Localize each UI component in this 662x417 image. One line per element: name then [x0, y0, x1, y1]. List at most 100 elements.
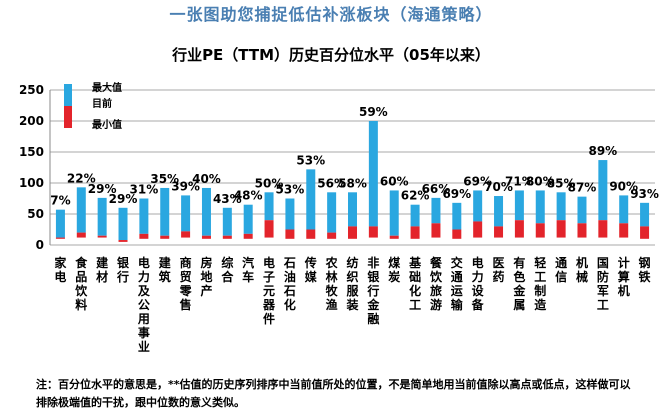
category-label: 钢铁: [639, 255, 651, 284]
bar-range: [619, 195, 629, 224]
bar-min: [327, 232, 337, 239]
category-label: 建筑: [158, 255, 172, 284]
category-label: 电子元器件: [262, 255, 276, 326]
percentile-label: 53%: [276, 183, 305, 197]
bar-range: [243, 204, 253, 234]
legend-swatch-range: [64, 84, 72, 106]
bar-min: [243, 233, 253, 239]
bar-min: [535, 223, 545, 238]
percentile-label: 85%: [547, 176, 576, 190]
percentile-label: 39%: [171, 179, 200, 193]
category-label: 房地产: [200, 255, 212, 298]
bar-min: [368, 226, 378, 238]
bar-range: [306, 169, 316, 230]
y-tick-label: 0: [36, 238, 44, 252]
legend-current: 目前: [92, 97, 112, 110]
bar-min: [473, 221, 483, 238]
percentile-label: 71%: [505, 174, 534, 188]
percentile-label: 69%: [442, 187, 471, 201]
footnote: 注：百分位水平的意思是，**估值的历史序列排序中当前值所处的位置，不是简单地用当…: [36, 378, 631, 409]
percentile-label: 89%: [588, 144, 617, 158]
y-tick-label: 250: [19, 83, 44, 97]
bar-min: [306, 229, 316, 239]
category-label: 有色金属: [512, 255, 526, 312]
bar-min: [160, 235, 170, 239]
bar-range: [118, 207, 128, 241]
category-label: 商贸零售: [179, 255, 193, 312]
bar-range: [368, 121, 378, 227]
category-label: 非银行金融: [366, 255, 380, 326]
bar-min: [577, 223, 587, 238]
category-label: 汽车: [242, 255, 254, 284]
y-tick-label: 50: [27, 207, 44, 221]
percentile-label: 59%: [359, 105, 388, 119]
percentile-label: 58%: [338, 176, 367, 190]
percentile-labels: 7%22%29%29%31%35%39%40%43%48%50%53%53%56…: [50, 105, 659, 208]
percentile-label: 70%: [484, 180, 513, 194]
bar-range: [327, 192, 337, 233]
category-label: 基础化工: [408, 255, 422, 312]
bar-min: [410, 226, 420, 239]
percentile-label: 22%: [67, 171, 96, 185]
bar-range: [514, 190, 524, 221]
percentile-label: 48%: [234, 189, 263, 203]
bar-min: [452, 229, 462, 239]
bar-min: [619, 223, 629, 238]
percentile-label: 53%: [296, 153, 325, 167]
bar-min: [55, 237, 65, 239]
category-label: 电力设备: [471, 255, 485, 312]
bar-min: [389, 235, 399, 239]
percentile-label: 43%: [213, 192, 242, 206]
bar-range: [201, 187, 211, 236]
bar-range: [160, 187, 170, 236]
category-label: 电力及公用事业: [137, 255, 151, 354]
category-labels: 家电食品饮料建材银行电力及公用事业建筑商贸零售房地产综合汽车电子元器件石油石化传…: [54, 255, 650, 354]
percentile-label: 69%: [463, 174, 492, 188]
y-axis: 0 50 100 150 200 250: [19, 83, 51, 252]
grid-lines: [50, 89, 655, 246]
category-label: 家电: [54, 255, 67, 284]
percentile-label: 90%: [609, 179, 638, 193]
bar-min: [201, 235, 211, 239]
bars: [55, 121, 650, 242]
percentile-label: 80%: [526, 174, 555, 188]
category-label: 轻工制造: [534, 255, 547, 312]
percentile-label: 29%: [109, 192, 138, 206]
percentile-label: 62%: [401, 189, 430, 203]
category-label: 通信: [555, 255, 567, 284]
bar-min: [514, 220, 524, 238]
bar-min: [285, 229, 295, 239]
bar-range: [410, 204, 420, 227]
category-label: 交通运输: [451, 255, 464, 312]
bar-min: [264, 220, 274, 238]
y-tick-label: 150: [19, 145, 44, 159]
bar-range: [181, 195, 191, 232]
percentile-label: 40%: [192, 172, 221, 186]
bar-min: [431, 223, 441, 238]
chart-title: 行业PE（TTM）历史百分位水平（05年以来）: [172, 46, 490, 64]
bar-range: [535, 190, 545, 224]
bar-min: [640, 226, 650, 239]
bar-range: [222, 207, 232, 236]
category-label: 医药: [493, 256, 505, 284]
category-label: 食品饮料: [74, 255, 88, 312]
bar-min: [139, 233, 149, 239]
category-label: 银行: [116, 255, 130, 284]
legend-swatch-min: [64, 106, 72, 128]
y-tick-label: 100: [19, 176, 44, 190]
bar-min: [494, 226, 504, 238]
bar-range: [577, 196, 587, 224]
percentile-label: 87%: [568, 181, 597, 195]
banner-title: 一张图助您捕捉低估补涨板块（海通策略）: [169, 5, 493, 24]
percentile-label: 60%: [380, 174, 409, 188]
bar-range: [348, 192, 357, 227]
bar-range: [285, 198, 295, 230]
percentile-label: 50%: [255, 176, 284, 190]
bar-min: [348, 226, 357, 239]
category-label: 计算机: [618, 255, 630, 298]
bar-range: [389, 190, 399, 236]
percentile-label: 35%: [150, 172, 179, 186]
bar-range: [556, 192, 566, 221]
category-label: 建材: [95, 255, 109, 284]
